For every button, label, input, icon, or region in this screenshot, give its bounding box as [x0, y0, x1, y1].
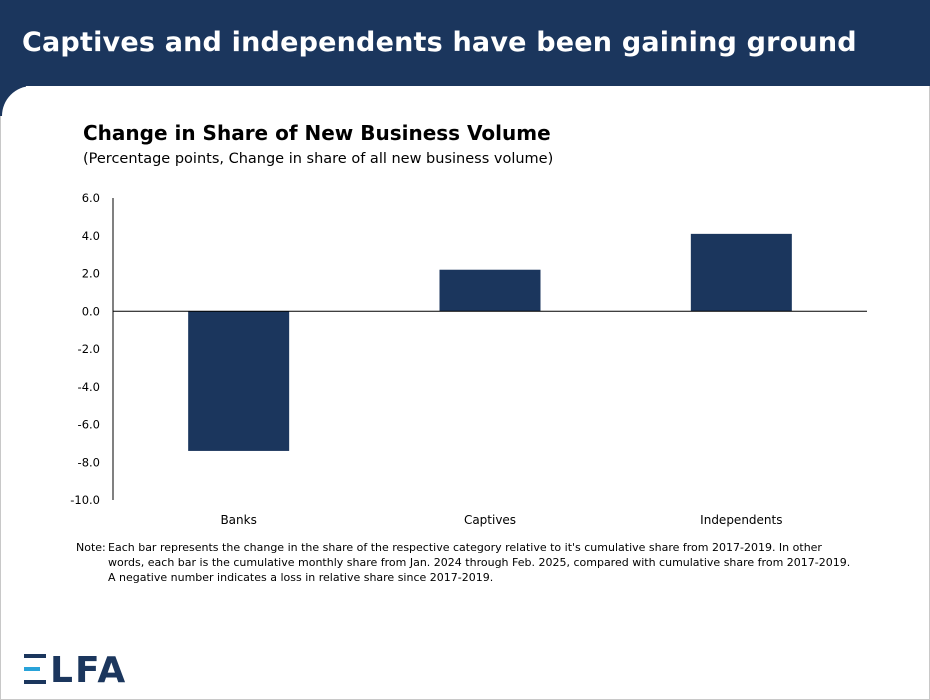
y-tick-label: -2.0	[78, 342, 100, 356]
y-tick-label: 4.0	[82, 229, 100, 243]
y-tick-label: -10.0	[70, 493, 100, 507]
x-category-label: Captives	[464, 513, 516, 527]
chart-title: Change in Share of New Business Volume	[83, 121, 551, 145]
chart-note: Note: Each bar represents the change in …	[76, 540, 856, 585]
y-tick-label: -8.0	[78, 455, 100, 469]
x-axis: Banks Captives Independents	[113, 310, 867, 527]
header-curve	[0, 86, 62, 146]
x-category-label: Banks	[220, 513, 256, 527]
chart-subtitle: (Percentage points, Change in share of a…	[83, 151, 554, 167]
y-tick-label: -6.0	[78, 418, 100, 432]
note-prefix: Note:	[76, 541, 106, 554]
elfa-logo: LFA	[24, 650, 127, 691]
y-axis: 6.0 4.0 2.0 0.0 -2.0 -4.0 -6.0 -8.0 -10.0	[70, 191, 114, 507]
note-text: Each bar represents the change in the sh…	[108, 541, 851, 584]
bars	[188, 233, 792, 451]
y-tick-label: 0.0	[82, 304, 100, 318]
slide-title: Captives and independents have been gain…	[22, 27, 857, 58]
y-tick-label: -4.0	[78, 380, 100, 394]
x-category-label: Independents	[700, 513, 782, 527]
header-band	[0, 0, 930, 86]
y-tick-label: 2.0	[82, 267, 100, 281]
bar-chart: 6.0 4.0 2.0 0.0 -2.0 -4.0 -6.0 -8.0 -10.0 Banks C…	[70, 191, 867, 527]
y-tick-label: 6.0	[82, 191, 100, 205]
logo-text: LFA	[50, 650, 128, 691]
bar-independents	[690, 233, 792, 312]
bar-banks	[188, 311, 290, 451]
logo-e-icon	[24, 652, 46, 686]
bar-captives	[439, 269, 541, 312]
